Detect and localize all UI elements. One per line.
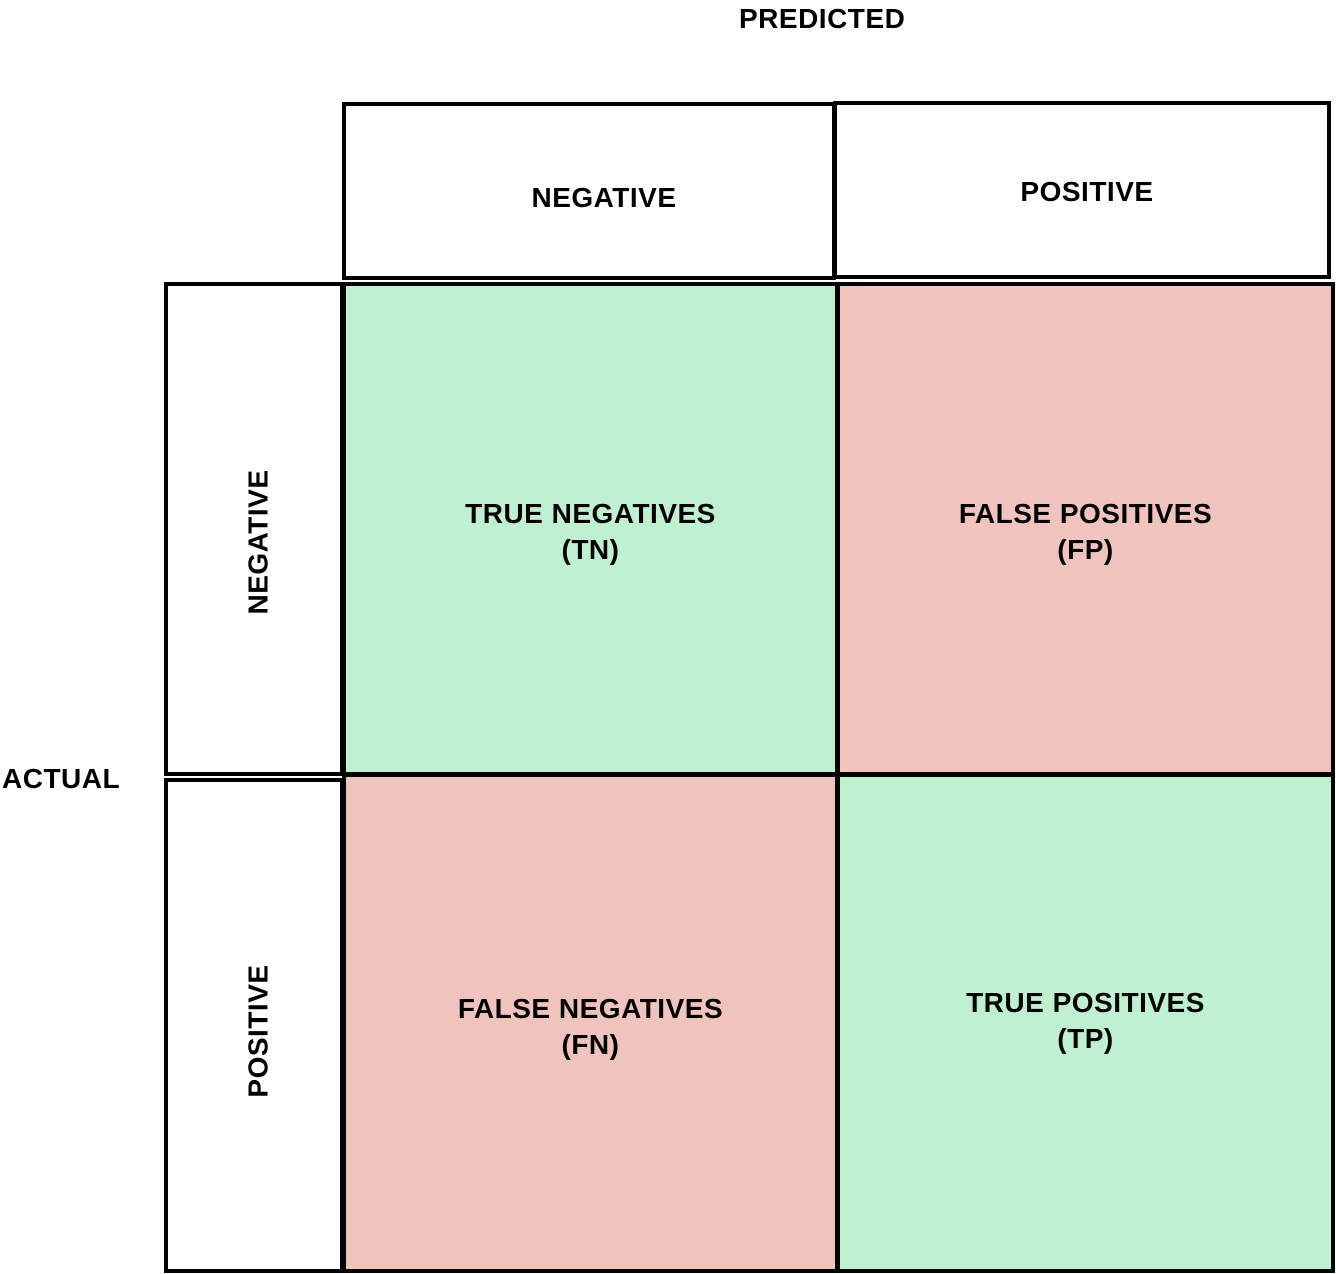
- cell-false-negatives: FALSE NEGATIVES (FN): [342, 773, 839, 1273]
- cell-true-negatives-text: TRUE NEGATIVES (TN): [465, 496, 716, 568]
- column-header-positive-label: POSITIVE: [1020, 176, 1154, 207]
- row-header-positive-label: POSITIVE: [243, 963, 274, 1098]
- row-header-negative: NEGATIVE: [164, 282, 344, 776]
- cell-true-negatives: TRUE NEGATIVES (TN): [342, 282, 839, 776]
- cell-false-negatives-title: FALSE NEGATIVES: [457, 993, 724, 1024]
- cell-false-positives: FALSE POSITIVES (FP): [836, 282, 1335, 776]
- cell-false-positives-text: FALSE POSITIVES (FP): [959, 496, 1212, 568]
- cell-false-negatives-text: FALSE NEGATIVES (FN): [458, 991, 723, 1063]
- cell-false-negatives-abbr: (FN): [561, 1029, 620, 1060]
- row-header-negative-wrap: NEGATIVE: [186, 469, 331, 614]
- predicted-axis-title: PREDICTED: [739, 3, 906, 34]
- cell-true-negatives-title: TRUE NEGATIVES: [465, 498, 716, 529]
- cell-true-negatives-abbr: (TN): [561, 534, 620, 565]
- row-header-negative-label: NEGATIVE: [243, 469, 274, 615]
- cell-true-positives-title: TRUE POSITIVES: [966, 987, 1205, 1018]
- column-header-positive: POSITIVE: [833, 101, 1331, 279]
- cell-true-positives-text: TRUE POSITIVES (TP): [966, 985, 1205, 1057]
- cell-true-positives-abbr: (TP): [1057, 1023, 1114, 1054]
- actual-axis-title: ACTUAL: [2, 763, 121, 794]
- cell-false-positives-title: FALSE POSITIVES: [958, 498, 1213, 529]
- column-header-negative: NEGATIVE: [342, 102, 836, 280]
- row-header-positive-wrap: POSITIVE: [192, 964, 325, 1097]
- cell-true-positives: TRUE POSITIVES (TP): [836, 773, 1335, 1273]
- row-header-positive: POSITIVE: [164, 778, 344, 1273]
- cell-false-positives-abbr: (FP): [1057, 534, 1114, 565]
- column-header-negative-label: NEGATIVE: [531, 182, 677, 213]
